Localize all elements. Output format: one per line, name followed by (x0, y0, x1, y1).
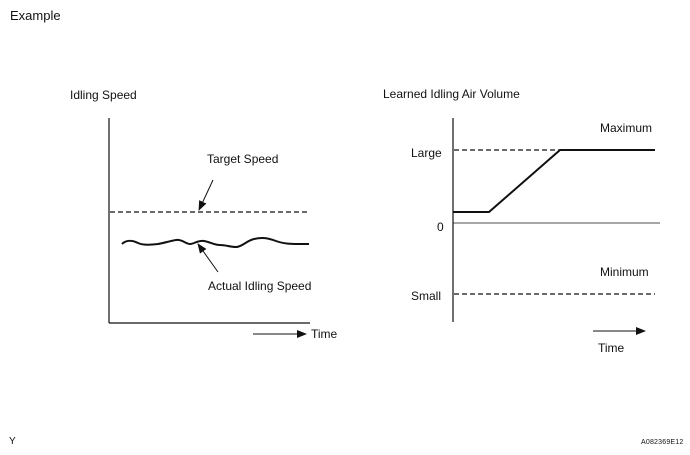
example-heading: Example (10, 8, 61, 23)
right-chart (452, 118, 660, 335)
figure-code: A082369E12 (641, 439, 684, 446)
target-speed-pointer-arrow (198, 179, 214, 211)
learned-air-volume-line (453, 149, 655, 213)
left-chart-title: Idling Speed (70, 88, 137, 102)
right-chart-title: Learned Idling Air Volume (383, 87, 520, 101)
large-label: Large (411, 146, 442, 160)
right-time-label: Time (598, 341, 625, 355)
left-time-label: Time (311, 327, 338, 341)
zero-label: 0 (437, 220, 444, 234)
actual-speed-pointer-arrow (197, 243, 219, 273)
small-label: Small (411, 289, 442, 303)
footer-mark: Y (9, 436, 16, 447)
minimum-label: Minimum (600, 265, 649, 279)
actual-idling-speed-label: Actual Idling Speed (208, 279, 312, 293)
actual-idling-speed-line (121, 236, 309, 249)
target-speed-label: Target Speed (207, 152, 279, 166)
maximum-label: Maximum (600, 121, 653, 135)
left-chart (108, 118, 310, 338)
